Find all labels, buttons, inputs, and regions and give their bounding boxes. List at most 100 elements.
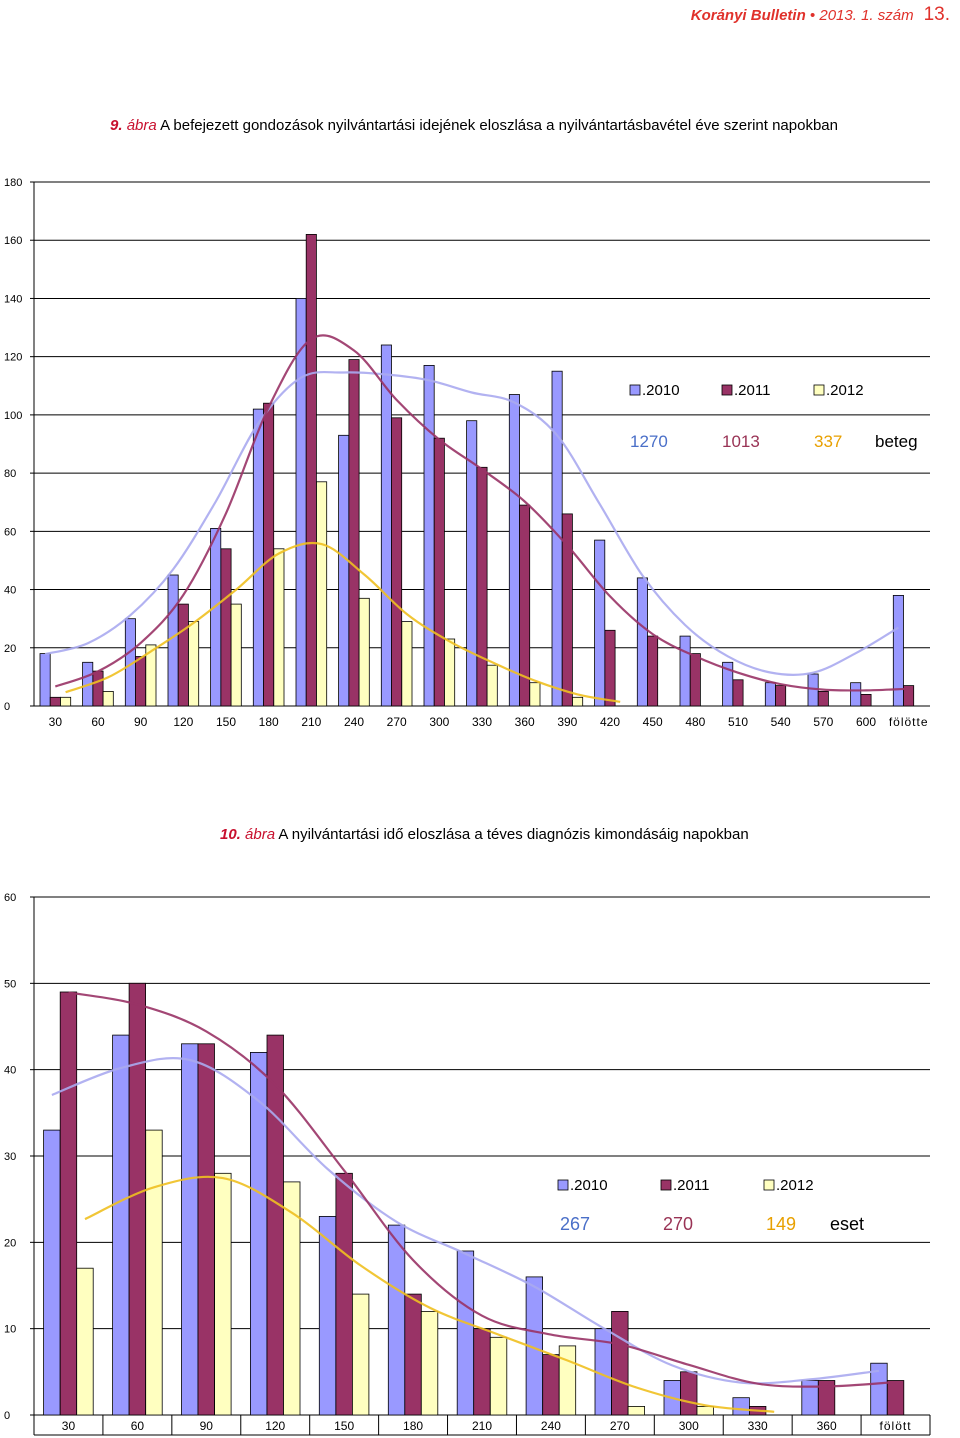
bar-2010-fölötte <box>892 594 904 707</box>
bar-2010-150 <box>318 1215 337 1416</box>
legend-swatch-2011 <box>660 1179 672 1191</box>
bar-2011-120 <box>177 603 189 707</box>
bar-2012-210 <box>316 481 328 707</box>
y-tick-label: 40 <box>4 1065 16 1077</box>
y-tick-label: 120 <box>4 352 22 364</box>
x-category-label: 390 <box>557 715 577 729</box>
y-tick-label: 50 <box>4 978 16 990</box>
x-category-label: 270 <box>387 715 407 729</box>
bar-2010-360 <box>508 394 520 707</box>
x-category-label: 120 <box>173 715 193 729</box>
bar-2011-540 <box>775 685 787 707</box>
bar-2012-60 <box>145 1129 163 1416</box>
bar-2011-90 <box>197 1043 215 1416</box>
bar-2010-210 <box>456 1250 475 1416</box>
x-category-label: 420 <box>600 715 620 729</box>
figure9-caption: 9. ábra A befejezett gondozások nyilvánt… <box>110 117 838 134</box>
bar-2012-120 <box>188 621 200 707</box>
bar-2010-150 <box>210 527 222 707</box>
bar-2011-150 <box>220 548 232 707</box>
legend-count-2011: 270 <box>663 1214 693 1234</box>
y-tick-label: 30 <box>4 1151 16 1163</box>
bar-2012-270 <box>627 1406 645 1416</box>
bar-2011-300 <box>680 1371 698 1416</box>
x-category-label: 90 <box>200 1419 214 1433</box>
x-category-label: 210 <box>472 1419 492 1433</box>
legend-unit-label: eset <box>830 1214 864 1234</box>
x-category-label: 450 <box>643 715 663 729</box>
trendline-2011 <box>68 991 896 1388</box>
legend-count-2010: 1270 <box>630 432 668 451</box>
bar-2011-270 <box>611 1310 629 1416</box>
trendline-2012 <box>84 1175 775 1413</box>
figure9-title: A befejezett gondozások nyilvántartási i… <box>160 117 838 134</box>
page-number: 13. <box>923 4 950 25</box>
figure9-chart: 0 20 40 60 80 100 120 140 160 180 30 60 90 120 150 180 2… <box>4 177 930 729</box>
x-category-label: 30 <box>62 1419 76 1433</box>
bar-2011-240 <box>542 1354 560 1416</box>
bar-2010-300 <box>423 364 435 707</box>
bar-2010-90 <box>181 1043 199 1416</box>
trendline-2012 <box>65 541 621 703</box>
bar-2010-240 <box>338 434 350 707</box>
bar-2012-30 <box>60 696 72 707</box>
y-tick-label: 10 <box>4 1324 16 1336</box>
y-tick-label: 160 <box>4 235 22 247</box>
bar-2010-30 <box>43 1129 61 1416</box>
bar-2011-210 <box>305 234 317 707</box>
bar-2010-210 <box>295 297 307 707</box>
legend-swatch-2010 <box>629 384 641 396</box>
x-category-label: 120 <box>265 1419 285 1433</box>
y-tick-label: 60 <box>4 892 16 904</box>
x-category-label: 540 <box>771 715 791 729</box>
bar-2012-360 <box>529 682 541 707</box>
legend-swatch-2011 <box>721 384 733 396</box>
y-tick-label: 140 <box>4 293 22 305</box>
bar-2012-270 <box>401 621 413 707</box>
legend-swatch-2010 <box>557 1179 569 1191</box>
legend-label-2010: .2010 <box>570 1177 608 1194</box>
y-tick-label: 20 <box>4 643 16 655</box>
y-tick-label: 100 <box>4 410 22 422</box>
bar-2010-450 <box>636 577 648 707</box>
y-tick-label: 180 <box>4 177 22 189</box>
x-category-label: 60 <box>91 715 105 729</box>
bar-2012-150 <box>351 1293 370 1416</box>
trendline-2011 <box>54 334 909 692</box>
figure9-label: ábra <box>126 117 157 134</box>
bar-2011-270 <box>391 417 403 707</box>
bar-2010-330 <box>732 1397 750 1416</box>
legend-label-2011: .2011 <box>673 1177 709 1194</box>
x-category-label: 90 <box>134 715 148 729</box>
x-category-label: 480 <box>685 715 705 729</box>
legend-label-2012: .2012 <box>826 382 864 399</box>
x-category-label: 60 <box>131 1419 145 1433</box>
figure10-label: ábra <box>245 826 276 843</box>
x-category-label: 300 <box>429 715 449 729</box>
x-category-label: 210 <box>301 715 321 729</box>
x-category-label: 150 <box>334 1419 354 1433</box>
bar-2011-fölött <box>886 1380 905 1416</box>
header-bullet: • <box>805 7 820 24</box>
figure10-title: A nyilvántartási idő eloszlása a téves d… <box>278 826 749 843</box>
legend-label-2010: .2010 <box>642 382 680 399</box>
bar-2010-30 <box>39 653 51 707</box>
x-category-label: 150 <box>216 715 236 729</box>
x-category-label: 330 <box>472 715 492 729</box>
bar-2010-60 <box>112 1034 130 1416</box>
x-category-label: 360 <box>817 1419 837 1433</box>
bar-2011-180 <box>263 402 275 707</box>
bar-2012-150 <box>230 603 242 707</box>
bar-2010-600 <box>850 682 862 707</box>
bar-2012-390 <box>572 696 584 707</box>
y-tick-label: 0 <box>4 701 10 713</box>
journal-name: Korányi Bulletin <box>690 7 806 24</box>
bar-2012-30 <box>76 1267 94 1416</box>
x-category-label: 300 <box>679 1419 699 1433</box>
bar-2012-240 <box>558 1345 577 1416</box>
bar-2012-300 <box>696 1406 714 1416</box>
bar-2011-90 <box>135 656 147 707</box>
x-category-label: fölötte <box>889 715 929 729</box>
x-category-label: 180 <box>259 715 279 729</box>
trendline-2010 <box>51 1057 880 1385</box>
